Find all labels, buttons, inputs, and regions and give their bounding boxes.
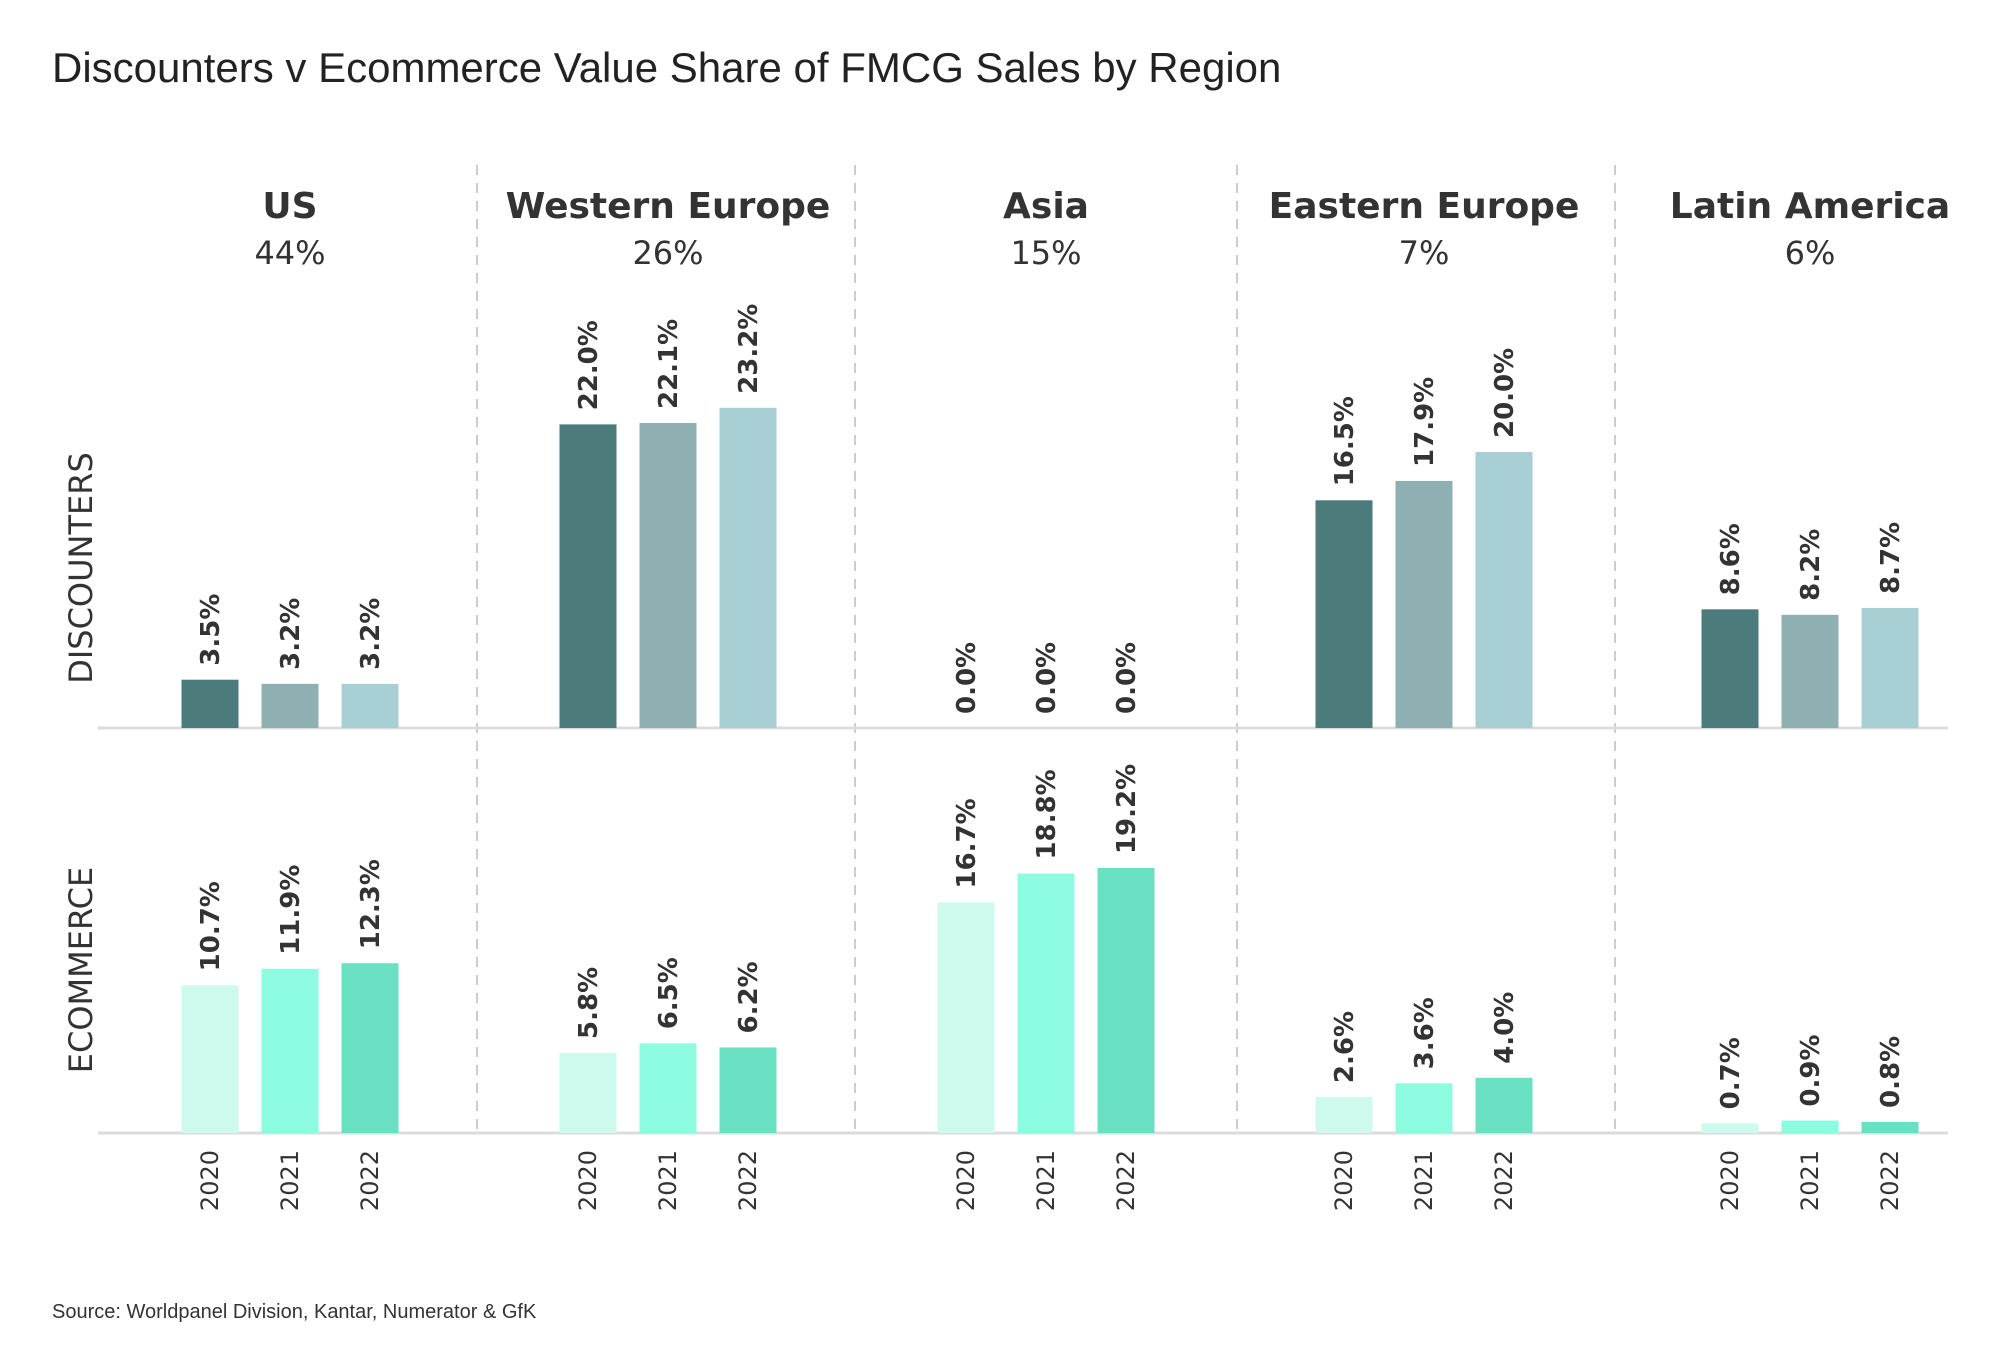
ecommerce-bar [261, 968, 319, 1133]
ecommerce-bar [1315, 1097, 1373, 1133]
source-note: Source: Worldpanel Division, Kantar, Num… [52, 1301, 537, 1323]
discounters-value-label: 3.2% [356, 598, 386, 670]
row-label-discounters: DISCOUNTERS [62, 452, 100, 684]
ecommerce-bar [1781, 1120, 1839, 1133]
ecommerce-bar [341, 963, 399, 1133]
discounters-bar [1701, 609, 1759, 728]
ecommerce-bar [719, 1047, 777, 1133]
ecommerce-bar [1097, 868, 1155, 1133]
year-tick-label: 2020 [1330, 1150, 1358, 1211]
region-name: Western Europe [506, 186, 831, 227]
year-tick-label: 2022 [734, 1150, 762, 1211]
discounters-value-label: 3.2% [276, 598, 306, 670]
region-group: Latin America 6% 8.6% 0.7% 2020 8.2% 0.9% 2021 8… [1670, 186, 1950, 1211]
regions: US 44% 3.5% 10.7% 2020 3.2% 11.9% 2021 3.2% 12.3%… [181, 186, 1950, 1211]
ecommerce-value-label: 19.2% [1112, 764, 1142, 854]
discounters-bar [1315, 500, 1373, 728]
region-group: Western Europe 26% 22.0% 5.8% 2020 22.1% 6.5% 2… [506, 186, 831, 1211]
region-share: 6% [1785, 234, 1836, 272]
region-group: Eastern Europe 7% 16.5% 2.6% 2020 17.9% 3.6% 20… [1269, 186, 1580, 1211]
discounters-value-label: 0.0% [1112, 642, 1142, 714]
ecommerce-value-label: 10.7% [196, 881, 226, 971]
ecommerce-value-label: 6.5% [654, 957, 684, 1029]
chart-title: Discounters v Ecommerce Value Share of F… [52, 44, 1281, 91]
discounters-bar [261, 683, 319, 728]
year-tick-label: 2022 [356, 1150, 384, 1211]
discounters-bar [1475, 452, 1533, 728]
region-name: Asia [1003, 186, 1089, 227]
year-tick-label: 2022 [1490, 1150, 1518, 1211]
ecommerce-bar [937, 902, 995, 1133]
discounters-bar [639, 423, 697, 728]
region-name: US [262, 186, 317, 227]
ecommerce-bar [1701, 1123, 1759, 1133]
discounters-value-label: 8.6% [1716, 523, 1746, 595]
year-tick-label: 2021 [1032, 1150, 1060, 1211]
ecommerce-bar [639, 1043, 697, 1133]
discounters-value-label: 22.1% [654, 319, 684, 409]
ecommerce-bar [181, 985, 239, 1133]
discounters-value-label: 0.0% [952, 642, 982, 714]
ecommerce-value-label: 5.8% [574, 967, 604, 1039]
discounters-value-label: 20.0% [1490, 348, 1520, 438]
year-tick-label: 2021 [1796, 1150, 1824, 1211]
discounters-bar [559, 424, 617, 728]
discounters-bar [719, 407, 777, 728]
ecommerce-value-label: 3.6% [1410, 997, 1440, 1069]
discounters-value-label: 17.9% [1410, 377, 1440, 467]
ecommerce-value-label: 4.0% [1490, 992, 1520, 1064]
year-tick-label: 2020 [196, 1150, 224, 1211]
discounters-value-label: 23.2% [734, 304, 764, 394]
ecommerce-bar [1861, 1121, 1919, 1133]
year-tick-label: 2020 [1716, 1150, 1744, 1211]
region-name: Latin America [1670, 186, 1950, 227]
discounters-value-label: 16.5% [1330, 396, 1360, 486]
discounters-value-label: 3.5% [196, 594, 226, 666]
row-labels: DISCOUNTERS ECOMMERCE [62, 452, 100, 1073]
region-share: 26% [632, 234, 703, 272]
discounters-bar [1861, 607, 1919, 728]
ecommerce-bar [559, 1052, 617, 1133]
ecommerce-value-label: 0.9% [1796, 1034, 1826, 1106]
row-label-ecommerce: ECOMMERCE [62, 867, 100, 1073]
ecommerce-value-label: 16.7% [952, 798, 982, 888]
region-share: 7% [1399, 234, 1450, 272]
ecommerce-value-label: 0.8% [1876, 1036, 1906, 1108]
ecommerce-value-label: 6.2% [734, 961, 764, 1033]
year-tick-label: 2020 [952, 1150, 980, 1211]
ecommerce-value-label: 2.6% [1330, 1011, 1360, 1083]
year-tick-label: 2021 [654, 1150, 682, 1211]
year-tick-label: 2021 [276, 1150, 304, 1211]
ecommerce-bar [1017, 873, 1075, 1133]
discounters-value-label: 8.2% [1796, 529, 1826, 601]
discounters-value-label: 22.0% [574, 320, 604, 410]
discounters-value-label: 0.0% [1032, 642, 1062, 714]
discounters-bar [181, 679, 239, 728]
discounters-value-label: 8.7% [1876, 522, 1906, 594]
year-tick-label: 2020 [574, 1150, 602, 1211]
region-share: 15% [1010, 234, 1081, 272]
ecommerce-bar [1475, 1077, 1533, 1133]
year-tick-label: 2021 [1410, 1150, 1438, 1211]
discounters-bar [341, 683, 399, 728]
ecommerce-bar [1395, 1083, 1453, 1133]
region-name: Eastern Europe [1269, 186, 1580, 227]
region-share: 44% [254, 234, 325, 272]
region-group: US 44% 3.5% 10.7% 2020 3.2% 11.9% 2021 3.2% 12.3%… [181, 186, 399, 1211]
discounters-bar [1781, 614, 1839, 728]
year-tick-label: 2022 [1876, 1150, 1904, 1211]
discounters-bar [1395, 480, 1453, 728]
ecommerce-value-label: 18.8% [1032, 769, 1062, 859]
ecommerce-value-label: 12.3% [356, 859, 386, 949]
region-group: Asia 15% 0.0% 16.7% 2020 0.0% 18.8% 2021 0.0% 19.… [937, 186, 1155, 1211]
ecommerce-value-label: 11.9% [276, 865, 306, 955]
year-tick-label: 2022 [1112, 1150, 1140, 1211]
ecommerce-value-label: 0.7% [1716, 1037, 1746, 1109]
